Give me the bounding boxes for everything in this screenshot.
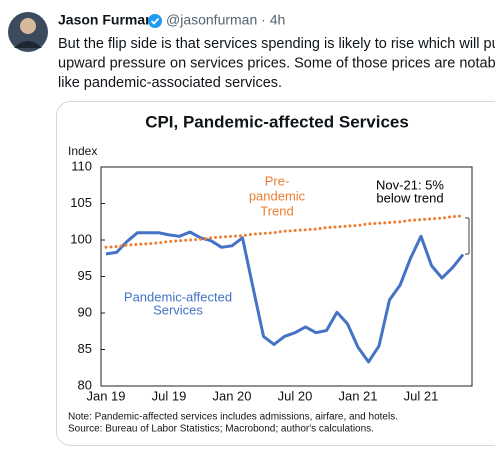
annotation: Pandemic-affected <box>124 289 232 304</box>
annotation: Services <box>153 302 203 317</box>
y-tick-label: 110 <box>71 158 92 173</box>
tweet-text: upward pressure on services prices. Some… <box>58 55 495 71</box>
annotation: Nov-21: 5% <box>376 177 444 192</box>
x-tick-label: Jan 21 <box>338 388 377 403</box>
y-tick-label: 100 <box>70 231 92 246</box>
y-tick-label: 85 <box>78 341 92 356</box>
x-tick-label: Jan 19 <box>86 388 125 403</box>
x-tick-label: Jan 20 <box>212 388 251 403</box>
handle-time[interactable]: @jasonfurman · 4h <box>166 12 285 28</box>
author-name[interactable]: Jason Furman <box>58 12 154 28</box>
x-tick-label: Jul 20 <box>278 388 313 403</box>
chart-note: Source: Bureau of Labor Statistics; Macr… <box>68 424 374 435</box>
media-card[interactable] <box>56 101 495 446</box>
annotation: below trend <box>376 190 443 205</box>
avatar-face <box>20 18 36 34</box>
x-tick-label: Jul 19 <box>152 388 187 403</box>
verified-badge <box>148 14 162 28</box>
y-tick-label: 80 <box>78 377 92 392</box>
annotation: Pre- <box>265 173 290 188</box>
y-tick-label: 95 <box>78 268 92 283</box>
y-tick-label: 105 <box>70 195 92 210</box>
tweet-text: like pandemic-associated services. <box>58 75 282 91</box>
y-axis-label: Index <box>68 144 97 158</box>
series-line <box>104 214 465 249</box>
tweet-text: But the flip side is that services spend… <box>58 36 495 52</box>
annotation: pandemic <box>249 188 306 203</box>
x-tick-label: Jul 21 <box>404 388 439 403</box>
avatar-body <box>14 41 42 48</box>
chart-note: Note: Pandemic-affected services include… <box>68 412 398 423</box>
chart-title: CPI, Pandemic-affected Services <box>145 112 409 131</box>
series-line <box>105 230 465 364</box>
annotation: Trend <box>260 203 293 218</box>
y-tick-label: 90 <box>78 304 92 319</box>
